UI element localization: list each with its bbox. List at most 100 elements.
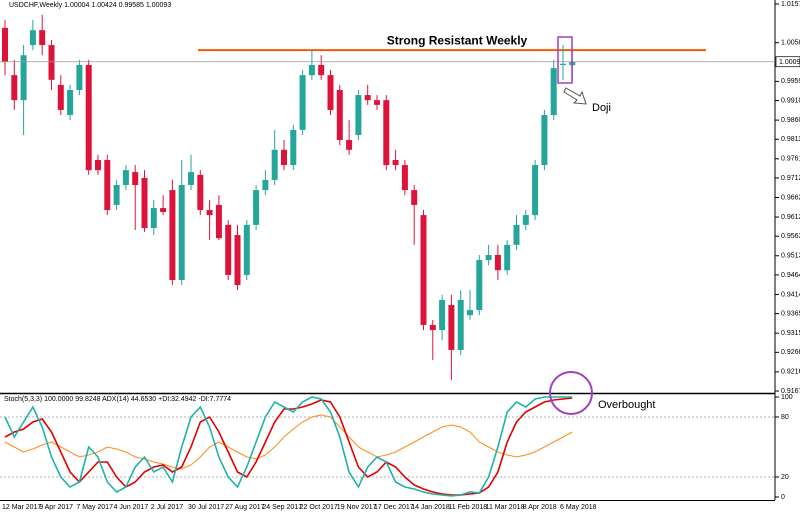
x-tick-label: 19 Nov 2017	[337, 504, 377, 511]
candle-body	[550, 68, 557, 116]
candle-body	[188, 172, 194, 185]
candle-body	[467, 310, 473, 316]
candle-body	[29, 30, 36, 46]
candle-body	[234, 235, 241, 286]
y-tick-label: 0.99100	[781, 97, 800, 104]
x-tick-label: 8 Apr 2018	[523, 504, 557, 511]
candle-body	[383, 100, 390, 166]
x-tick-label: 17 Dec 2017	[374, 504, 414, 511]
header-open: 1.00004	[64, 2, 89, 9]
candle-body	[132, 172, 139, 185]
candle-body	[197, 174, 204, 211]
candle-body	[160, 208, 167, 212]
current-price-box	[775, 56, 800, 68]
y-tick-label: 0.97120	[781, 175, 800, 182]
header-close: 1.00093	[146, 2, 171, 9]
x-tick-label: 30 Jul 2017	[188, 504, 224, 511]
candle-body	[308, 64, 315, 76]
header-high: 1.00424	[91, 2, 116, 9]
y-tick-label: 0.95130	[781, 253, 800, 260]
y-tick-label: 0.96620	[781, 194, 800, 201]
y-tick-label: 0.94140	[781, 291, 800, 298]
candle-body	[262, 179, 269, 191]
candle-body	[178, 184, 185, 280]
candle-body	[513, 224, 520, 245]
candle-body	[392, 159, 399, 166]
y-tick-label: 100	[781, 394, 793, 401]
candle-body	[327, 75, 334, 110]
y-tick-label: 0.93650	[781, 310, 800, 317]
resistance-label: Strong Resistant Weekly	[387, 33, 528, 47]
x-tick-label: 24 Sep 2017	[262, 504, 302, 511]
candle-body	[532, 165, 539, 216]
candle-body	[253, 190, 260, 225]
x-tick-label: 7 May 2017	[76, 504, 113, 511]
candle-body	[243, 224, 250, 275]
chart-header: USDCHF,Weekly 1.00004 1.00424 0.99585 1.…	[9, 2, 171, 9]
y-tick-label: 20	[781, 474, 789, 481]
y-tick-label: 1.01570	[781, 1, 800, 8]
candle-body	[104, 159, 111, 211]
overbought-label: Overbought	[598, 399, 655, 411]
candle-body	[457, 299, 464, 350]
y-tick-label: 0.97610	[781, 156, 800, 163]
candle-body	[336, 89, 343, 141]
candle-body	[271, 149, 278, 180]
x-tick-label: 9 Apr 2017	[39, 504, 73, 511]
current-price-label: 1.00093	[779, 59, 800, 66]
indicator-line	[4, 414, 573, 470]
y-tick-label: 0.92660	[781, 349, 800, 356]
candle-body	[364, 95, 371, 101]
y-tick-label: 80	[781, 414, 789, 421]
candle-body	[225, 224, 232, 275]
candle-body	[95, 159, 101, 171]
symbol: USDCHF,Weekly	[9, 2, 63, 9]
candle-body	[169, 190, 176, 280]
y-tick-label: 0.92160	[781, 369, 800, 376]
candle-body	[299, 75, 306, 130]
indicator-line	[4, 396, 573, 497]
candle-body	[281, 149, 287, 166]
candle-body	[150, 208, 157, 228]
x-tick-label: 2 Jul 2017	[151, 504, 183, 511]
candle-body	[39, 30, 46, 46]
y-tick-label: 0	[781, 494, 785, 501]
x-tick-label: 6 May 2018	[560, 504, 597, 511]
y-tick-label: 0.99590	[781, 78, 800, 85]
candle-body	[76, 64, 83, 90]
candle-body	[401, 165, 408, 191]
candle-body	[122, 170, 129, 185]
candle-body	[2, 27, 8, 62]
candle-body	[476, 260, 483, 311]
header-low: 0.99585	[119, 2, 144, 9]
candle-body	[346, 140, 353, 150]
indicator-header: Stoch(5,3,3) 100.0000 99.8248 ADX(14) 44…	[4, 396, 231, 403]
candle-body	[494, 254, 501, 271]
candle-body	[67, 89, 74, 116]
x-tick-label: 12 Mar 2017	[2, 504, 41, 511]
candle-body	[318, 64, 325, 76]
candle-body	[355, 95, 362, 135]
candle-body	[11, 75, 18, 101]
candle-body	[290, 129, 297, 166]
candle-body	[448, 305, 455, 350]
y-tick-label: 1.00580	[781, 40, 800, 47]
x-tick-label: 4 Jun 2017	[114, 504, 149, 511]
candle-body	[485, 254, 492, 261]
doji-box	[557, 36, 573, 84]
candle-body	[429, 324, 436, 331]
candle-body	[411, 190, 418, 205]
candle-body	[113, 184, 120, 205]
candle-body	[20, 55, 27, 101]
y-tick-label: 0.98600	[781, 117, 800, 124]
candle-body	[206, 210, 213, 216]
candle-body	[420, 215, 427, 325]
x-tick-label: 14 Jan 2018	[411, 504, 450, 511]
candle-body	[215, 204, 222, 239]
candle-body	[541, 115, 548, 166]
candle-body	[522, 215, 529, 225]
candle-body	[57, 84, 64, 110]
x-tick-label: 11 Feb 2018	[448, 504, 487, 511]
y-tick-label: 0.91670	[781, 388, 800, 395]
